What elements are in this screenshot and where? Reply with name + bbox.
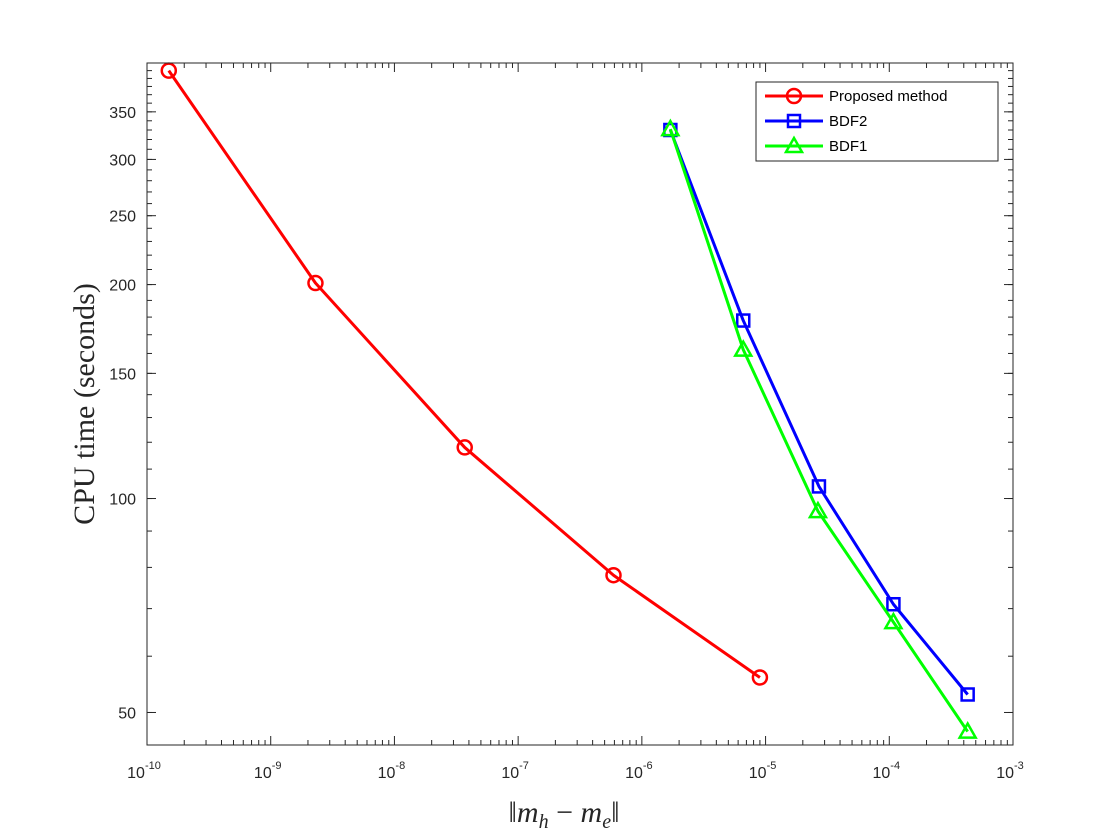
data-point-proposed-method [751, 669, 769, 686]
plot-box [146, 62, 1014, 746]
y-tick-label: 250 [109, 209, 136, 226]
data-point-proposed-method [456, 439, 473, 456]
x-axis-title-m-e: m [581, 796, 603, 829]
x-tick-label: 10-4 [872, 760, 900, 782]
y-tick-label: 200 [109, 278, 136, 295]
x-tick-label-base: 10 [996, 765, 1014, 782]
x-tick-label-exponent: -5 [767, 760, 777, 772]
x-tick-label: 10-5 [749, 760, 777, 782]
legend-item-proposed-method: Proposed method [765, 87, 947, 105]
data-point-bdf2 [886, 596, 901, 612]
y-tick-label: 350 [109, 105, 136, 122]
y-tick-label: 150 [109, 366, 136, 383]
legend-label-bdf2: BDF2 [829, 113, 867, 130]
x-tick-label: 10-6 [625, 760, 653, 782]
x-tick-label-base: 10 [378, 765, 396, 782]
x-tick-label: 10-9 [254, 760, 282, 782]
data-point-proposed-method [605, 566, 622, 584]
x-tick-label: 10-10 [127, 760, 161, 782]
x-tick-label-exponent: -10 [145, 760, 161, 772]
data-point-bdf1 [733, 339, 754, 357]
x-tick-label-exponent: -6 [643, 760, 653, 772]
series-line-proposed-method [167, 69, 761, 679]
x-tick-label: 10-7 [501, 760, 529, 782]
x-tick-labels: 10-10 10-9 10-8 10-7 10-6 10-5 10-4 10-3 [127, 760, 1024, 782]
legend-marker-proposed-method [785, 87, 803, 105]
data-point-bdf2 [811, 479, 827, 494]
data-point-bdf1 [957, 721, 978, 739]
data-point-bdf1 [883, 611, 904, 630]
x-axis-title-norm-open: ‖ [508, 796, 516, 829]
x-tick-label-base: 10 [254, 765, 272, 782]
y-tick-labels: 50 100 150 200 250 300 350 [109, 105, 136, 723]
series-line-bdf2 [668, 129, 969, 696]
legend-label-bdf1: BDF1 [829, 138, 867, 155]
x-tick-label: 10-8 [378, 760, 406, 782]
y-tick-label: 100 [109, 492, 136, 509]
data-point-bdf2 [735, 313, 751, 328]
data-point-bdf1 [660, 118, 681, 137]
legend-marker-bdf2 [786, 113, 802, 129]
x-tick-label-exponent: -4 [890, 760, 900, 772]
x-axis-title-sub-h: h [539, 811, 549, 833]
x-tick-label: 10-3 [996, 760, 1024, 782]
x-tick-label-base: 10 [872, 765, 890, 782]
x-axis-title-minus: − [549, 796, 581, 829]
y-tick-label: 300 [109, 152, 136, 169]
x-axis-title: ‖mh − me‖ [508, 796, 619, 833]
x-tick-label-exponent: -8 [395, 760, 405, 772]
data-point-bdf2 [960, 687, 975, 702]
data-point-proposed-method [160, 62, 178, 79]
legend-item-bdf1: BDF1 [765, 135, 867, 155]
legend-label-proposed-method: Proposed method [829, 88, 947, 105]
series-layer [160, 62, 978, 739]
x-tick-label-base: 10 [501, 765, 519, 782]
y-tick-label: 50 [118, 705, 136, 722]
plot-area [147, 63, 1013, 745]
axes-ticks [146, 63, 1014, 745]
series-proposed-method [160, 62, 769, 686]
data-point-proposed-method [307, 274, 324, 292]
series-bdf1 [660, 118, 978, 739]
x-axis-title-norm-close: ‖ [611, 796, 619, 829]
series-line-bdf1 [668, 128, 969, 733]
x-tick-label-base: 10 [625, 765, 643, 782]
x-axis-title-sub-e: e [602, 811, 611, 833]
x-tick-label-base: 10 [127, 765, 145, 782]
legend-marker-bdf1 [783, 135, 805, 154]
x-tick-label-exponent: -9 [272, 760, 282, 772]
x-axis-title-m-h: m [517, 796, 539, 829]
legend-item-bdf2: BDF2 [765, 113, 867, 130]
x-tick-label-exponent: -7 [519, 760, 529, 772]
legend: Proposed method BDF2 BDF1 [755, 81, 999, 162]
y-axis-title: CPU time (seconds) [68, 283, 101, 525]
x-tick-label-exponent: -3 [1014, 760, 1024, 772]
data-point-bdf1 [807, 500, 829, 519]
x-tick-label-base: 10 [749, 765, 767, 782]
